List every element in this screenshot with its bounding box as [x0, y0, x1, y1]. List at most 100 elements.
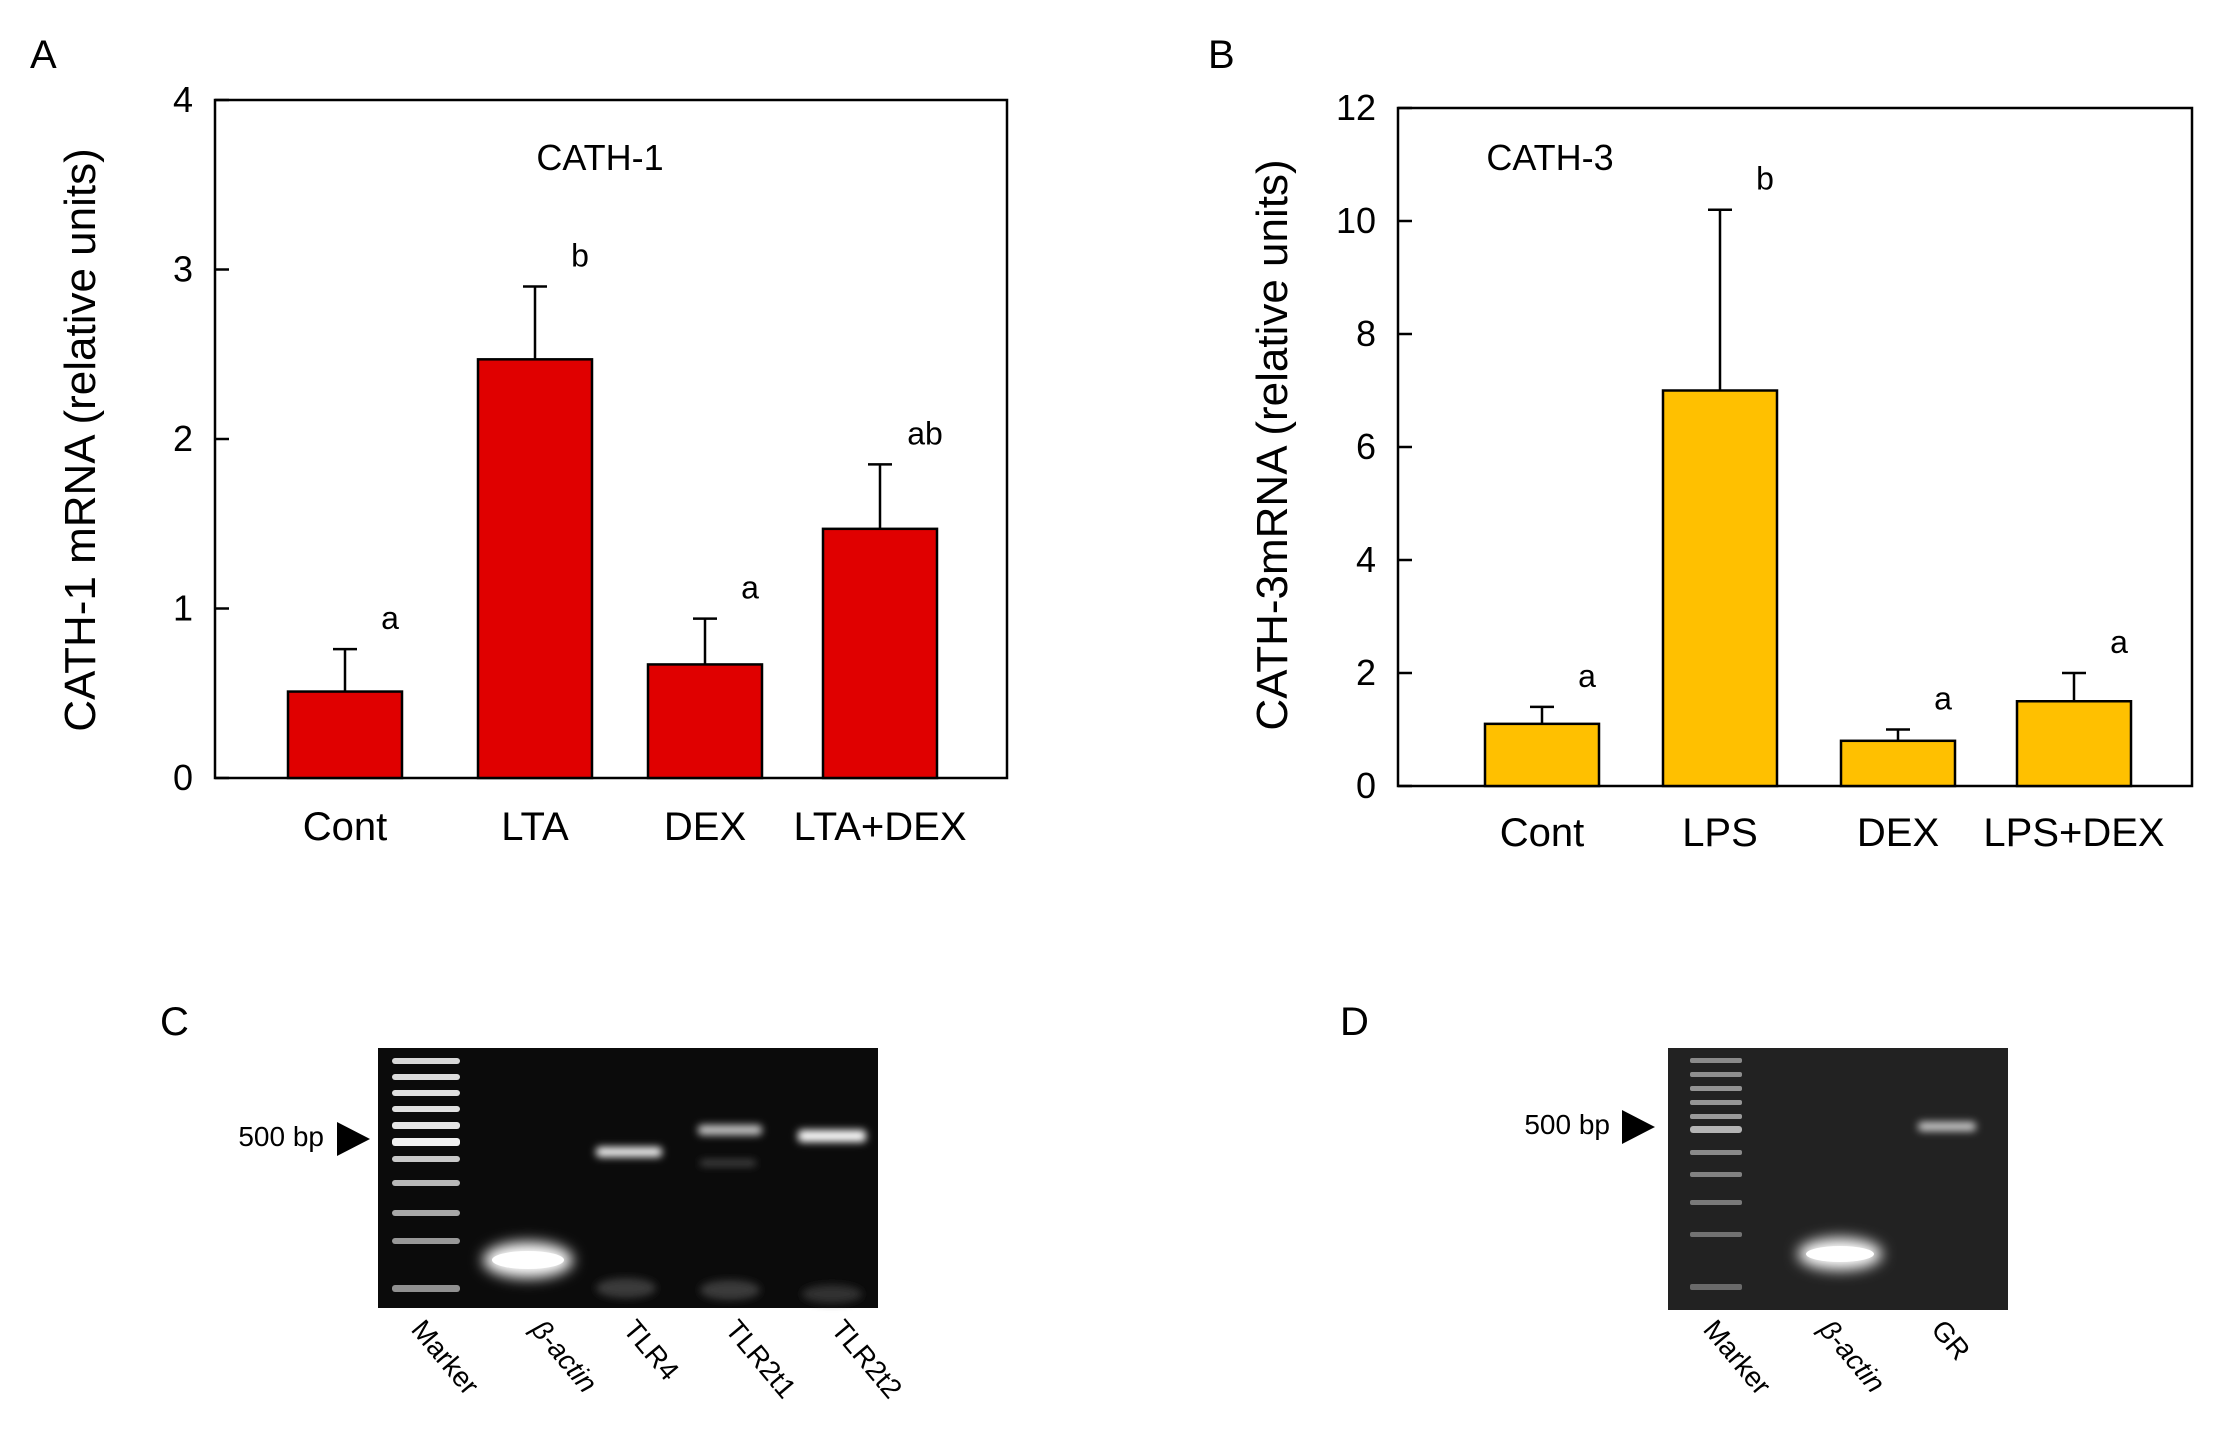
panel-letter-d: D: [1340, 1000, 1369, 1044]
gel-c: 500 bp Marker β-actin TLR4 TLR2t1 TLR2t2: [238, 1048, 908, 1404]
chart-b-title: CATH-3: [1486, 137, 1613, 178]
chart-b-marks: a b a a: [1483, 161, 2133, 788]
bar-lps: [1661, 389, 1779, 788]
gel-c-primer-dimer: [700, 1280, 760, 1300]
gel-c-marker-ladder: [392, 1058, 460, 1292]
y-tick-label: 0: [1356, 765, 1376, 806]
lane-label: GR: [1925, 1314, 1976, 1366]
bar-lps-plus-dex: [2015, 700, 2133, 788]
gel-d-lane-labels: Marker β-actin GR: [1697, 1313, 1976, 1400]
gel-d-beta-actin-core: [1806, 1246, 1874, 1262]
x-category-label: LPS+DEX: [1983, 811, 2164, 855]
gel-d-ladder-band: [1690, 1172, 1742, 1177]
bar-cont: [286, 690, 404, 780]
gel-d-arrow-icon: [1622, 1110, 1655, 1144]
lane-label: Marker: [405, 1314, 485, 1401]
bar-dex: [646, 663, 764, 780]
gel-c-beta-actin-core: [492, 1251, 564, 1269]
gel-c-500bp-label: 500 bp: [238, 1121, 324, 1152]
gel-c-ladder-band: [392, 1074, 460, 1080]
x-category-label: Cont: [303, 805, 388, 849]
bar-lta: [476, 358, 594, 780]
gel-d-gr-band: [1918, 1122, 1976, 1131]
lane-label: TLR4: [617, 1314, 685, 1386]
gel-c-tlr2t1-faint-band: [700, 1160, 756, 1166]
chart-a-ticks: 0 1 2 3 4 Cont LTA DEX LTA+DEX: [173, 79, 967, 849]
lane-label: β-actin: [525, 1313, 604, 1398]
lane-label: TLR2t2: [825, 1314, 908, 1404]
significance-label: ab: [907, 415, 943, 451]
gel-d-500bp-label: 500 bp: [1524, 1109, 1610, 1140]
lane-label: TLR2t1: [719, 1314, 802, 1404]
gel-d-ladder-band: [1690, 1150, 1742, 1155]
gel-d-ladder-band: [1690, 1058, 1742, 1063]
significance-label: a: [2110, 624, 2128, 660]
gel-c-ladder-band: [392, 1090, 460, 1096]
gel-d: 500 bp Marker β-actin GR: [1524, 1048, 2008, 1401]
gel-c-arrow-icon: [337, 1122, 370, 1156]
y-tick-label: 1: [173, 588, 193, 629]
chart-b-ticks: 0 2 4 6 8 10 12 Cont LPS DEX LPS+DEX: [1336, 87, 2165, 855]
y-tick-label: 0: [173, 757, 193, 798]
panel-letter-b: B: [1208, 33, 1235, 77]
chart-b: CATH-3 CATH-3mRNA (relative units) 0 2 4 6 8…: [1248, 87, 2194, 855]
gel-c-ladder-band: [392, 1238, 460, 1244]
y-tick-label: 10: [1336, 200, 1376, 241]
gel-c-ladder-band: [392, 1122, 460, 1129]
gel-c-primer-dimer: [596, 1278, 656, 1298]
gel-d-ladder-band: [1690, 1086, 1742, 1091]
gel-c-ladder-band: [392, 1156, 460, 1162]
gel-c-ladder-band: [392, 1180, 460, 1186]
x-category-label: LPS: [1682, 811, 1758, 855]
significance-label: a: [381, 600, 399, 636]
x-category-label: LTA+DEX: [793, 805, 966, 849]
y-tick-label: 4: [1356, 539, 1376, 580]
chart-a-y-axis-label: CATH-1 mRNA (relative units): [56, 148, 105, 732]
y-tick-label: 6: [1356, 426, 1376, 467]
significance-label: a: [1578, 658, 1596, 694]
bar-lta-plus-dex: [821, 527, 939, 780]
y-tick-label: 8: [1356, 313, 1376, 354]
gel-c-lane-labels: Marker β-actin TLR4 TLR2t1 TLR2t2: [405, 1313, 908, 1404]
gel-d-ladder-band: [1690, 1200, 1742, 1205]
gel-d-marker-ladder: [1690, 1058, 1742, 1290]
y-tick-label: 2: [173, 418, 193, 459]
gel-c-ladder-band: [392, 1058, 460, 1064]
x-category-label: DEX: [1857, 811, 1939, 855]
gel-d-ladder-band: [1690, 1126, 1742, 1133]
x-category-label: DEX: [664, 805, 746, 849]
significance-label: b: [571, 237, 589, 273]
gel-c-background: [378, 1048, 878, 1308]
panel-letter-c: C: [160, 1000, 189, 1044]
significance-label: b: [1756, 161, 1774, 197]
gel-c-ladder-band: [392, 1138, 460, 1146]
gel-d-ladder-band: [1690, 1100, 1742, 1105]
lane-label: Marker: [1697, 1314, 1777, 1401]
gel-c-tlr2t2-band: [798, 1130, 866, 1142]
lane-label: β-actin: [1813, 1313, 1892, 1398]
y-tick-label: 12: [1336, 87, 1376, 128]
x-category-label: Cont: [1500, 811, 1585, 855]
bar-cont: [1483, 722, 1601, 788]
gel-c-ladder-band: [392, 1285, 460, 1292]
gel-d-ladder-band: [1690, 1072, 1742, 1077]
gel-d-ladder-band: [1690, 1284, 1742, 1290]
y-tick-label: 2: [1356, 652, 1376, 693]
y-tick-label: 3: [173, 249, 193, 290]
gel-d-ladder-band: [1690, 1232, 1742, 1237]
chart-a: CATH-1 CATH-1 mRNA (relative units) 0 1 2 3…: [56, 79, 1009, 849]
significance-label: a: [1934, 681, 1952, 717]
panel-letter-a: A: [30, 33, 57, 77]
y-tick-label: 4: [173, 79, 193, 120]
gel-c-ladder-band: [392, 1210, 460, 1216]
bar-dex: [1839, 739, 1957, 788]
x-category-label: LTA: [501, 805, 569, 849]
gel-c-tlr4-band: [596, 1147, 662, 1157]
chart-a-title: CATH-1: [536, 137, 663, 178]
chart-b-y-axis-label: CATH-3mRNA (relative units): [1248, 159, 1297, 730]
gel-c-ladder-band: [392, 1106, 460, 1112]
gel-c-primer-dimer: [802, 1285, 862, 1303]
gel-c-tlr2t1-band: [698, 1125, 762, 1135]
